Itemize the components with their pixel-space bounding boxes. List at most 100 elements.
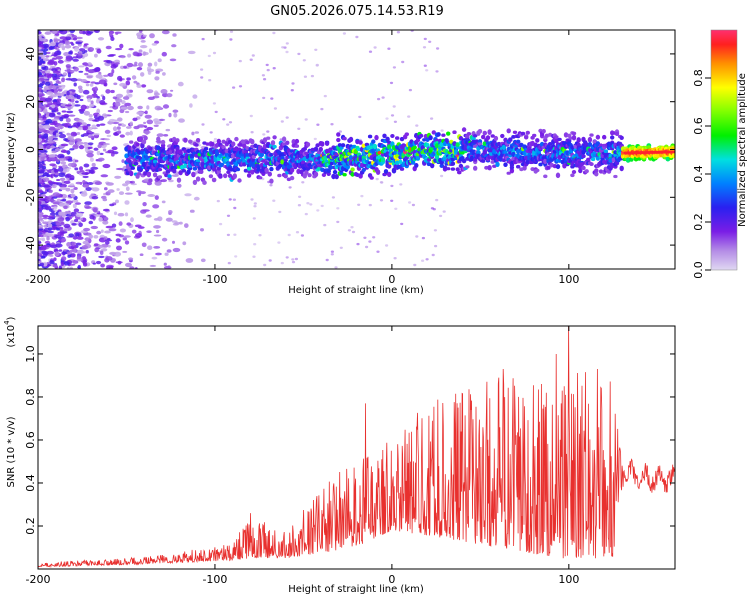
spectrogram-noise-cell: [38, 200, 42, 206]
spectrogram-ridge-cell: [326, 169, 331, 173]
spectrogram-noise-cell: [85, 67, 89, 71]
spectrogram-noise-cell: [60, 161, 67, 165]
spectrogram-noise-cell: [251, 54, 255, 57]
spectrogram-noise-cell: [139, 253, 144, 256]
spectrogram-ridge-cell: [237, 178, 242, 183]
spectrogram-y-tick-label: 20: [24, 95, 37, 109]
spectrogram-noise-cell: [94, 181, 102, 186]
spectrogram-noise-cell: [80, 79, 88, 83]
spectrogram-ridge-cell: [501, 144, 507, 151]
spectrogram-noise-cell: [53, 85, 62, 88]
spectrogram-noise-cell: [94, 247, 100, 253]
spectrogram-noise-cell: [52, 101, 58, 105]
spectrogram-noise-cell: [82, 184, 90, 188]
spectrogram-ridge-cell: [477, 129, 483, 134]
spectrogram-noise-cell: [58, 42, 65, 48]
snr-panel: -200 -100 0 100 0.2 0.4 0.6 0.8 1.0 Height of s…: [3, 316, 676, 595]
spectrogram-noise-cell: [51, 109, 56, 113]
spectrogram-noise-cell: [73, 187, 78, 190]
spectrogram-noise-cell: [273, 107, 277, 110]
spectrogram-ridge-cell: [135, 142, 140, 147]
spectrogram-noise-cell: [310, 74, 314, 78]
spectrogram-noise-cell: [70, 131, 78, 137]
spectrogram-ridge-cell: [581, 154, 586, 158]
spectrogram-ridge-cell: [223, 173, 228, 179]
spectrogram-ridge-cell: [270, 140, 276, 146]
spectrogram-noise-cell: [123, 235, 131, 238]
spectrogram-noise-cell: [163, 134, 169, 137]
snr-scale-suffix: ): [6, 316, 17, 320]
spectrogram-ridge-cell: [375, 169, 381, 175]
spectrogram-noise-cell: [136, 67, 143, 71]
spectrogram-noise-cell: [423, 64, 427, 67]
spectrogram-noise-cell: [58, 133, 66, 139]
spectrogram-noise-cell: [408, 88, 412, 92]
spectrogram-noise-cell: [65, 117, 71, 123]
spectrogram-noise-cell: [119, 134, 125, 138]
spectrogram-noise-cell: [253, 243, 257, 246]
spectrogram-noise-cell: [198, 144, 202, 147]
spectrogram-ridge-cell: [129, 140, 134, 144]
spectrogram-noise-cell: [64, 69, 73, 72]
spectrogram-ridge-cell: [294, 138, 300, 144]
spectrogram-noise-cell: [91, 162, 96, 167]
spectrogram-noise-cell: [59, 155, 65, 159]
spectrogram-noise-cell: [393, 257, 397, 260]
spectrogram-noise-cell: [66, 110, 74, 114]
spectrogram-noise-cell: [105, 89, 111, 94]
spectrogram-noise-cell: [291, 82, 295, 85]
spectrogram-ridge-cell: [576, 137, 581, 143]
spectrogram-ridge-cell: [525, 159, 530, 165]
spectrogram-ridge-cell: [603, 149, 608, 153]
spectrogram-noise-cell: [415, 235, 419, 238]
spectrogram-noise-cell: [79, 166, 83, 171]
spectrogram-noise-cell: [169, 58, 177, 62]
spectrogram-noise-cell: [156, 229, 160, 234]
spectrogram-noise-cell: [297, 127, 301, 130]
spectrogram-noise-cell: [442, 210, 446, 213]
spectrogram-noise-cell: [123, 96, 130, 100]
spectrogram-noise-cell: [193, 196, 200, 201]
spectrogram-noise-cell: [118, 191, 125, 196]
spectrogram-noise-cell: [52, 76, 57, 81]
spectrogram-noise-cell: [261, 74, 265, 77]
spectrogram-noise-cell: [133, 51, 138, 56]
spectrogram-noise-cell: [432, 208, 436, 211]
spectrogram-noise-cell: [262, 96, 266, 100]
spectrogram-noise-cell: [49, 65, 57, 69]
spectrogram-noise-cell: [208, 79, 212, 82]
spectrogram-noise-cell: [41, 194, 46, 197]
spectrogram-noise-cell: [263, 78, 267, 81]
spectrogram-noise-cell: [58, 167, 64, 172]
spectrogram-noise-cell: [44, 205, 52, 211]
spectrogram-noise-cell: [74, 46, 80, 52]
snr-series-line: [38, 326, 675, 569]
spectrogram-noise-cell: [58, 265, 63, 269]
spectrogram-ridge-cell: [231, 141, 236, 147]
spectrogram-noise-cell: [125, 80, 131, 86]
spectrogram-noise-cell: [252, 217, 256, 220]
spectrogram-noise-cell: [125, 262, 132, 268]
spectrogram-noise-cell: [81, 172, 89, 175]
spectrogram-ridge-cell: [371, 139, 376, 144]
spectrogram-noise-cell: [423, 37, 427, 41]
spectrogram-ridge-cell: [246, 166, 252, 171]
spectrogram-noise-cell: [67, 185, 76, 188]
spectrogram-noise-cell: [41, 165, 47, 170]
spectrogram-noise-cell: [228, 198, 232, 201]
spectrogram-noise-cell: [95, 99, 100, 104]
spectrogram-ridge-cell: [589, 133, 594, 137]
spectrogram-noise-cell: [125, 131, 131, 136]
spectrogram-noise-cell: [73, 248, 77, 253]
spectrogram-noise-cell: [65, 104, 72, 107]
spectrogram-noise-cell: [399, 183, 403, 186]
spectrogram-noise-cell: [83, 110, 91, 116]
spectrogram-ridge-cell: [315, 143, 320, 148]
spectrogram-noise-cell: [78, 70, 84, 73]
spectrogram-ridge-cell: [466, 132, 472, 136]
spectrogram-ridge-cell: [324, 141, 330, 146]
spectrogram-noise-cell: [172, 240, 175, 244]
spectrogram-noise-cell: [250, 198, 254, 201]
spectrogram-noise-cell: [82, 133, 89, 137]
spectrogram-noise-cell: [172, 247, 181, 253]
